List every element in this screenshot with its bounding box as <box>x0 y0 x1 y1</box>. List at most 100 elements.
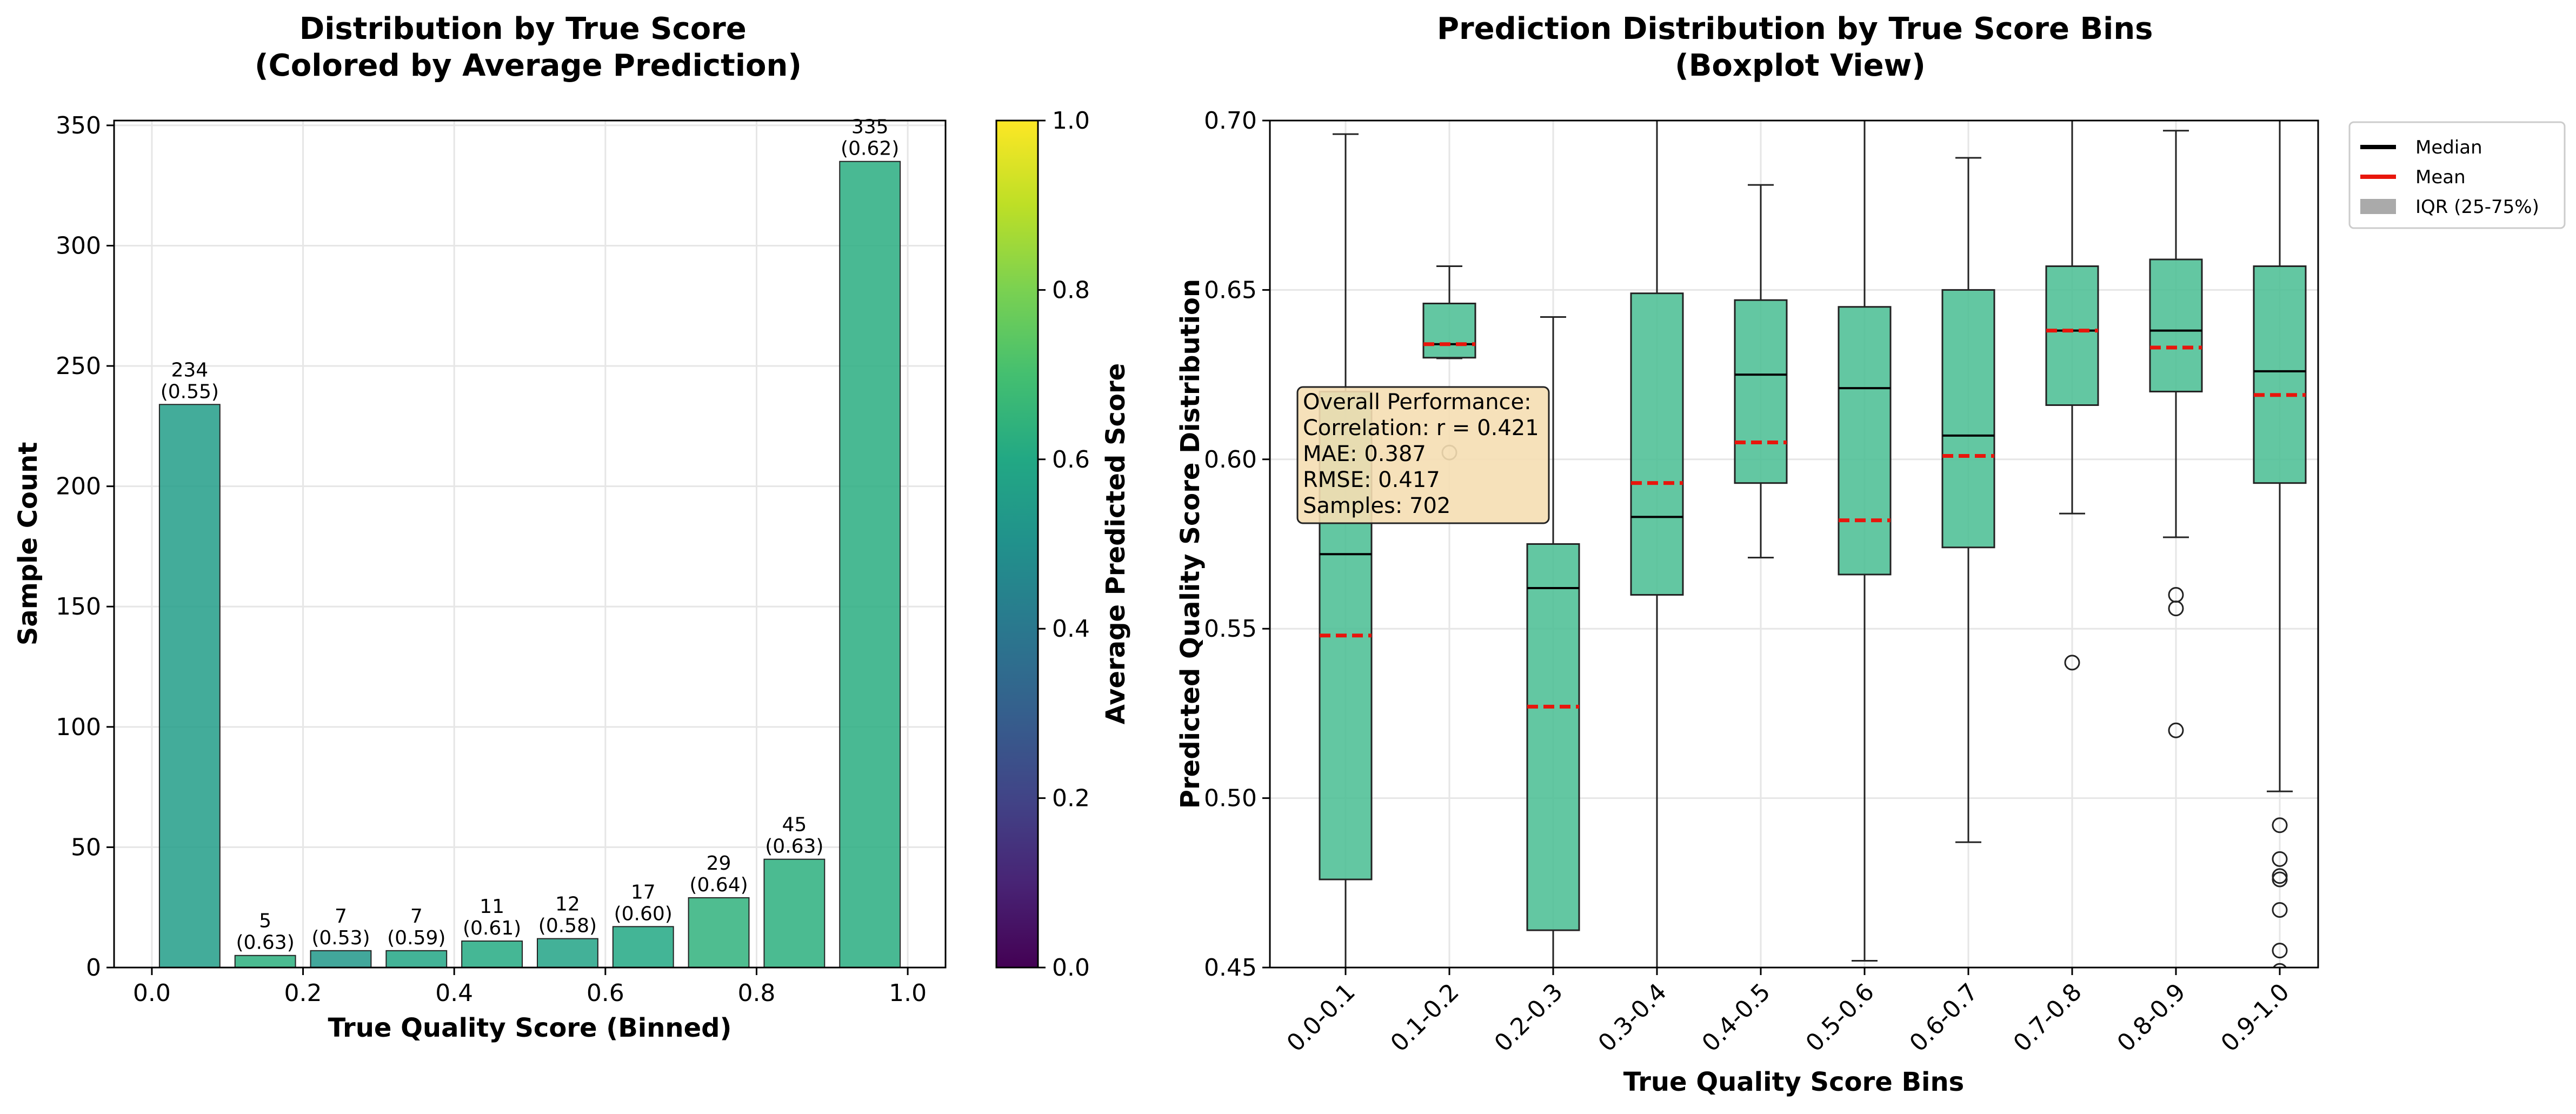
box-0.8-0.9 <box>2149 130 2203 738</box>
bar <box>839 161 901 969</box>
bar-data-label-count: 5 <box>259 910 271 932</box>
box-0.9-1.0 <box>2253 121 2307 968</box>
colorbar-tick-label: 0.6 <box>1052 446 1090 473</box>
boxplot-x-tick-label: 0.9-1.0 <box>2216 978 2295 1057</box>
bar-data-label-count: 29 <box>707 852 731 875</box>
boxplot-x-tick-label: 0.3-0.4 <box>1593 978 1672 1057</box>
bar-chart-title-line-2: (Colored by Average Prediction) <box>255 48 802 83</box>
annotation-line: Samples: 702 <box>1303 493 1450 518</box>
boxplot-x-tick-label: 0.1-0.2 <box>1386 978 1465 1057</box>
boxplot-frame <box>1269 119 2319 969</box>
bar-data-label-count: 12 <box>555 893 580 916</box>
bar-data-label-avg: (0.61) <box>463 917 521 939</box>
bar-data-label-count: 45 <box>782 814 807 836</box>
bar-chart-x-tick-label: 0.0 <box>133 979 171 1007</box>
bar-data-label: 335 (0.62) <box>841 116 899 160</box>
outlier-point <box>2272 902 2288 918</box>
boxplot-x-axis-label: True Quality Score Bins <box>1623 1067 1965 1097</box>
bar <box>612 926 674 969</box>
legend-label: IQR (25-75%) <box>2415 196 2539 218</box>
boxplot-y-tick-label: 0.65 <box>1204 276 1257 304</box>
annotation-box <box>1296 386 1550 524</box>
bar-chart-grid <box>114 121 946 969</box>
colorbar-tick-label: 0.8 <box>1052 276 1090 304</box>
boxplot-x-tick-label: 0.8-0.9 <box>2112 978 2191 1057</box>
boxplot-y-axis-label: Predicted Quality Score Distribution <box>1175 279 1206 809</box>
box-0.2-0.3 <box>1526 316 1580 968</box>
bar-chart-y-tick-label: 150 <box>56 593 101 621</box>
outlier-point <box>2272 817 2288 833</box>
boxplot-grid <box>1270 119 2318 969</box>
bar-chart-x-tick-label: 0.6 <box>587 979 624 1007</box>
iqr-box <box>1838 306 1892 576</box>
boxplot-y-ticks: 0.45 0.50 0.55 0.60 0.65 0.70 <box>1204 107 1270 982</box>
bar-chart-y-tick-label: 100 <box>56 713 101 741</box>
boxplot-legend: Median Mean IQR (25-75%) <box>2348 121 2566 229</box>
bar <box>310 950 372 968</box>
bar-data-label: 7 (0.53) <box>311 905 370 949</box>
outlier-point <box>2168 722 2184 738</box>
boxplot-x-tick-label: 0.4-0.5 <box>1697 978 1776 1057</box>
legend-label: Mean <box>2415 166 2466 188</box>
iqr-box <box>1422 302 1476 359</box>
boxplot-boxes <box>1319 121 2307 968</box>
iqr-box <box>2149 258 2203 392</box>
bar-chart-x-tick-label: 0.8 <box>737 979 775 1007</box>
iqr-box <box>1941 289 1995 549</box>
bar <box>688 897 750 968</box>
bar-chart-y-tick-label: 0 <box>86 954 101 982</box>
iqr-box <box>2253 265 2307 484</box>
bar-data-label-count: 234 <box>171 359 208 381</box>
bar-chart-y-tick-label: 300 <box>56 232 101 259</box>
bar-data-label-count: 11 <box>480 896 504 918</box>
bar-chart-x-tick-label: 0.2 <box>284 979 322 1007</box>
bar-data-label-avg: (0.62) <box>841 138 899 160</box>
boxplot-y-tick-label: 0.60 <box>1204 446 1257 473</box>
legend-swatch <box>2360 199 2396 214</box>
outlier-point <box>2168 601 2184 617</box>
outlier-point <box>2272 943 2288 959</box>
annotation-line: Overall Performance: <box>1303 390 1532 415</box>
bar-data-label-avg: (0.59) <box>387 927 445 949</box>
outlier-point <box>2272 871 2288 888</box>
colorbar-tick-label: 0.0 <box>1052 954 1090 982</box>
bar-chart-title: Distribution by True Score (Colored by A… <box>255 11 802 83</box>
bar-data-label: 11 (0.61) <box>463 896 521 939</box>
legend-frame <box>2348 121 2566 229</box>
bar-data-label-count: 7 <box>410 905 423 928</box>
bar <box>158 404 221 968</box>
colorbar-tick-label: 0.4 <box>1052 615 1090 643</box>
boxplot-title-line-1: Prediction Distribution by True Score Bi… <box>1437 11 2153 46</box>
bar <box>536 938 598 969</box>
bar-data-label-avg: (0.63) <box>236 932 295 954</box>
bar-chart-y-tick-label: 50 <box>71 833 101 861</box>
box-0.7-0.8 <box>2045 121 2099 671</box>
colorbar-ticks: 0.0 0.2 0.4 0.6 0.8 1.0 <box>1038 107 1090 982</box>
bar-chart-x-tick-label: 1.0 <box>889 979 927 1007</box>
box-0.3-0.4 <box>1630 121 1684 968</box>
iqr-box <box>1526 543 1580 931</box>
bar <box>385 950 448 968</box>
bar-data-label-avg: (0.60) <box>614 903 673 925</box>
bar-data-label: 17 (0.60) <box>614 881 673 925</box>
bar-data-label: 5 (0.63) <box>236 910 295 954</box>
boxplot-x-tick-label: 0.5-0.6 <box>1801 978 1880 1057</box>
bar-chart-bars <box>158 161 901 969</box>
outlier-point <box>2272 851 2288 867</box>
bar-chart-y-ticks: 0 50 100 150 200 250 300 350 <box>56 112 114 982</box>
bar-chart-x-axis-label: True Quality Score (Binned) <box>328 1013 732 1043</box>
boxplot-x-tick-label: 0.2-0.3 <box>1489 978 1568 1057</box>
bar-data-label: 12 (0.58) <box>538 893 597 937</box>
bar <box>234 955 296 968</box>
iqr-box <box>2045 265 2099 406</box>
outlier-point <box>2272 963 2287 968</box>
bar-data-label-count: 7 <box>335 905 347 928</box>
bar-chart-frame <box>113 119 947 969</box>
iqr-box <box>1630 292 1684 596</box>
colorbar: 0.0 0.2 0.4 0.6 0.8 1.0 Average Predicted Sco… <box>995 107 1131 982</box>
boxplot-y-tick-label: 0.50 <box>1204 785 1257 812</box>
bar-chart-y-tick-label: 350 <box>56 112 101 139</box>
bar-chart-title-line-1: Distribution by True Score <box>299 11 747 46</box>
annotation-line: RMSE: 0.417 <box>1303 468 1440 492</box>
